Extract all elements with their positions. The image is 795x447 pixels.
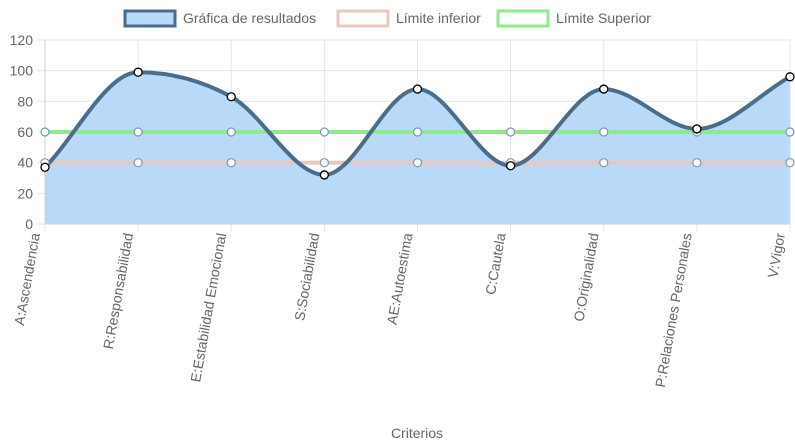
y-tick-label: 20 <box>17 185 33 201</box>
y-tick-label: 60 <box>17 124 33 140</box>
legend-label: Límite Superior <box>556 10 651 26</box>
x-tick-label: P:Relaciones Personales <box>652 232 695 389</box>
chart-legend: Gráfica de resultados Límite inferior Lími… <box>123 9 651 28</box>
limit-point[interactable] <box>319 127 329 137</box>
x-tick-label: V:Vigor <box>764 231 788 279</box>
limit-point[interactable] <box>692 158 702 168</box>
x-tick-label: E:Estabilidad Emocional <box>187 232 229 383</box>
limit-point[interactable] <box>599 127 609 137</box>
legend-item[interactable]: Límite Superior <box>496 9 651 28</box>
result-point[interactable] <box>40 162 50 172</box>
limit-point[interactable] <box>412 158 423 168</box>
x-tick-label: R:Responsabilidad <box>100 232 136 351</box>
limit-point[interactable] <box>40 127 50 137</box>
result-point[interactable] <box>319 170 330 180</box>
x-tick-label: AE:Autoestima <box>384 232 416 326</box>
x-axis-ticks: A:Ascendencia R:Responsabilidad E:Estabili… <box>11 231 788 388</box>
legend-item[interactable]: Límite inferior <box>336 9 481 28</box>
y-tick-label: 120 <box>10 32 34 48</box>
x-tick-label: O:Originalidad <box>570 232 601 323</box>
limit-point[interactable] <box>226 158 236 168</box>
y-tick-label: 40 <box>17 155 33 171</box>
result-point[interactable] <box>785 72 795 82</box>
limit-point[interactable] <box>319 158 329 168</box>
legend-label: Límite inferior <box>396 10 481 26</box>
limit-point[interactable] <box>226 127 236 137</box>
result-point[interactable] <box>692 124 702 134</box>
y-tick-label: 100 <box>10 63 34 79</box>
legend-swatch <box>336 9 390 28</box>
result-point[interactable] <box>412 84 423 94</box>
limit-point[interactable] <box>785 158 795 168</box>
result-point[interactable] <box>226 92 236 102</box>
result-point[interactable] <box>133 67 143 77</box>
y-axis-ticks: 0 20 40 60 80 100 120 <box>10 32 34 232</box>
limit-point[interactable] <box>506 127 516 137</box>
legend-swatch <box>123 9 177 28</box>
x-tick-label: A:Ascendencia <box>11 232 43 327</box>
x-tick-label: S:Sociabilidad <box>291 232 322 322</box>
series-layer <box>43 70 791 224</box>
x-axis-title: Criterios <box>391 425 443 441</box>
result-point[interactable] <box>599 84 609 94</box>
y-tick-label: 0 <box>25 216 33 232</box>
legend-label: Gráfica de resultados <box>183 10 316 26</box>
x-tick-label: C:Cautela <box>482 232 509 296</box>
limit-point[interactable] <box>599 158 609 168</box>
legend-swatch <box>496 9 550 28</box>
limit-point[interactable] <box>412 127 423 137</box>
limit-point[interactable] <box>133 158 143 168</box>
points-layer <box>40 67 795 180</box>
limit-point[interactable] <box>133 127 143 137</box>
results-area <box>45 72 790 224</box>
result-point[interactable] <box>505 161 516 171</box>
y-tick-label: 80 <box>17 93 33 109</box>
legend-item[interactable]: Gráfica de resultados <box>123 9 316 28</box>
limit-point[interactable] <box>785 127 795 137</box>
